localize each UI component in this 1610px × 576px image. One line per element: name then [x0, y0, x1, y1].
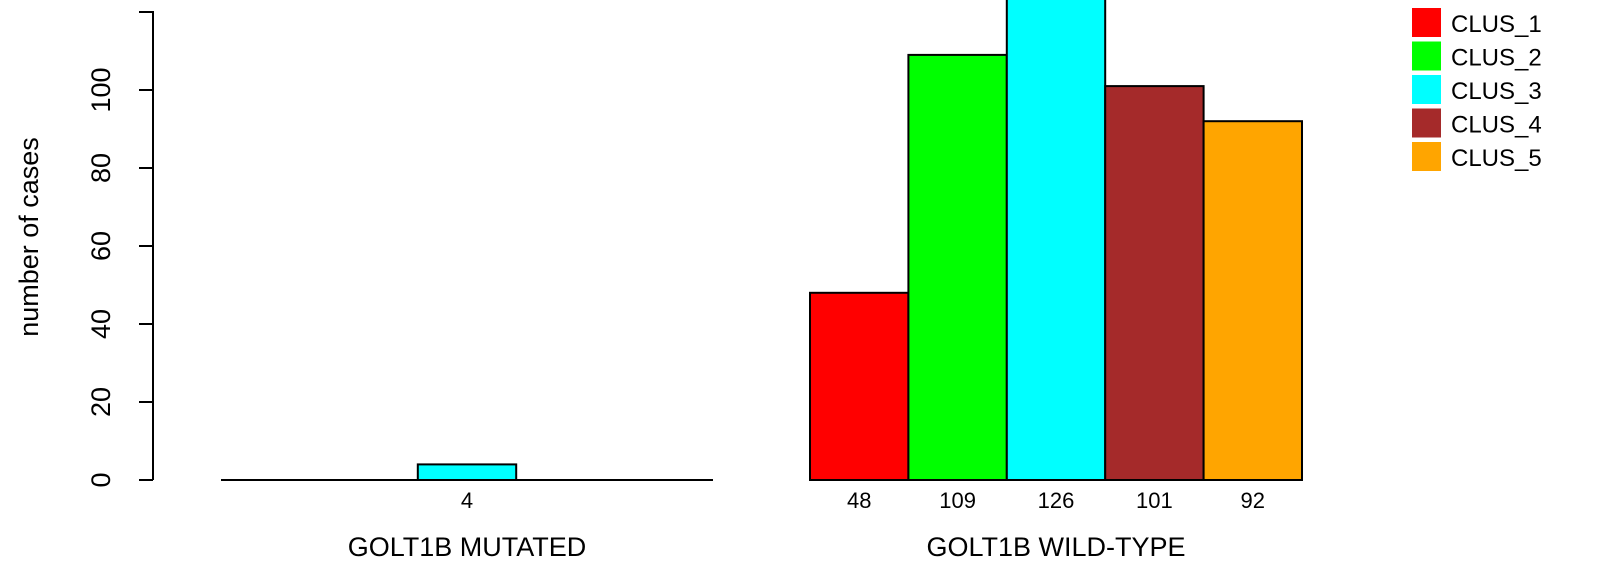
bar-clus-5: [1202, 120, 1303, 481]
bar-clus-3: [416, 463, 518, 481]
bar-clus-3: [1005, 0, 1107, 481]
group-label: GOLT1B MUTATED: [348, 532, 587, 562]
group-labels: GOLT1B MUTATED GOLT1B WILD-TYPE: [348, 532, 1186, 562]
bar-clus-4: [1104, 85, 1205, 481]
legend-label: CLUS_3: [1451, 78, 1542, 105]
bar-value-label: 48: [847, 488, 871, 513]
bar-value-label: 92: [1241, 488, 1265, 513]
bars: [221, 0, 1303, 482]
legend-label: CLUS_1: [1451, 11, 1542, 38]
legend-swatch: [1412, 108, 1441, 138]
value-labels: 4 48 109 126 101 92: [461, 488, 1265, 513]
bar-value-label: 4: [461, 488, 473, 513]
y-tick-label: 0: [86, 472, 116, 487]
legend: CLUS_1 CLUS_2 CLUS_3 CLUS_4 CLUS_5: [1412, 8, 1542, 172]
legend-label: CLUS_2: [1451, 45, 1542, 72]
legend-label: CLUS_4: [1451, 112, 1542, 139]
group-label: GOLT1B WILD-TYPE: [926, 532, 1185, 562]
bar-value-label: 126: [1038, 488, 1075, 513]
bar-value-label: 109: [939, 488, 976, 513]
y-tick-label: 40: [86, 309, 116, 339]
y-tick-label: 80: [86, 153, 116, 183]
y-tick-label: 60: [86, 231, 116, 261]
y-axis: 0 20 40 60 80 100: [86, 11, 154, 488]
legend-swatch: [1412, 75, 1441, 104]
legend-swatch: [1412, 41, 1441, 71]
bar-clus-2: [907, 53, 1008, 482]
y-axis-label: number of cases: [14, 137, 44, 337]
bar-clus-1: [809, 291, 910, 481]
legend-swatch: [1412, 142, 1441, 171]
bar-value-label: 101: [1136, 488, 1173, 513]
legend-swatch: [1412, 8, 1441, 37]
legend-label: CLUS_5: [1451, 145, 1542, 172]
y-tick-label: 20: [86, 387, 116, 417]
y-tick-label: 100: [86, 67, 116, 112]
